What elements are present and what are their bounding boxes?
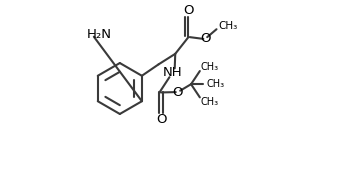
Text: O: O [173, 86, 183, 99]
Text: O: O [200, 32, 210, 45]
Text: CH₃: CH₃ [207, 79, 225, 89]
Text: CH₃: CH₃ [201, 62, 219, 72]
Text: NH: NH [163, 66, 183, 79]
Text: CH₃: CH₃ [201, 97, 219, 107]
Text: CH₃: CH₃ [219, 21, 238, 31]
Text: O: O [183, 4, 194, 17]
Text: O: O [156, 113, 166, 126]
Text: H₂N: H₂N [87, 28, 112, 41]
